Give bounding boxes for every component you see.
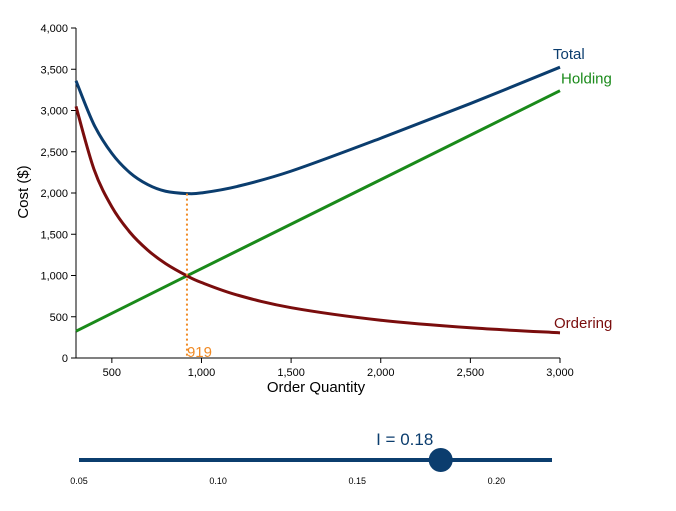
x-tick-label: 2,500 (457, 367, 485, 379)
y-tick-label: 2,000 (40, 188, 68, 200)
weight-slider[interactable]: 0.05 0.10 0.15 0.20 I = 0.18 (0, 415, 676, 511)
x-tick-label: 1,000 (188, 367, 216, 379)
cost-chart: 500 1,000 1,500 2,000 2,500 3,000 0 500 1,000 1,… (15, 23, 612, 396)
series-line-total (74, 65, 561, 196)
slider-value-label: I = 0.18 (376, 430, 433, 449)
y-tick-label: 1,500 (40, 229, 68, 241)
series-label-ordering: Ordering (554, 315, 612, 332)
y-tick-label: 0 (62, 353, 68, 365)
x-tick-label: 3,000 (546, 367, 574, 379)
series-line-ordering (74, 105, 561, 335)
y-tick-label: 1,000 (40, 271, 68, 283)
slider-layer: 0.05 0.10 0.15 0.20 (70, 448, 552, 486)
y-tick-label: 3,000 (40, 106, 68, 118)
series-line-holding (75, 89, 561, 333)
slider-tick-label: 0.15 (348, 476, 366, 486)
slider-handle[interactable] (428, 448, 453, 472)
x-tick-label: 500 (103, 367, 121, 379)
x-tick-label: 1,500 (277, 367, 305, 379)
optimal-quantity-label: 919 (187, 344, 212, 361)
x-axis-title: Order Quantity (267, 379, 366, 396)
series-label-holding: Holding (561, 71, 612, 88)
slider-tick-label: 0.05 (70, 476, 88, 486)
x-tick-label: 2,000 (367, 367, 395, 379)
series-layer: Total Holding Ordering (74, 46, 612, 335)
y-tick-label: 3,500 (40, 64, 68, 76)
slider-tick-label: 0.10 (209, 476, 227, 486)
annotation-layer: 919 (185, 193, 212, 361)
y-tick-label: 500 (50, 312, 68, 324)
y-tick-label: 2,500 (40, 147, 68, 159)
x-axis: 500 1,000 1,500 2,000 2,500 3,000 (76, 357, 574, 379)
y-axis-title: Cost ($) (15, 165, 32, 218)
series-label-total: Total (553, 46, 585, 63)
slider-tick-label: 0.20 (488, 476, 506, 486)
y-axis: 0 500 1,000 1,500 2,000 2,500 3,000 3,500 4,000 (40, 23, 77, 365)
y-tick-label: 4,000 (40, 23, 68, 35)
